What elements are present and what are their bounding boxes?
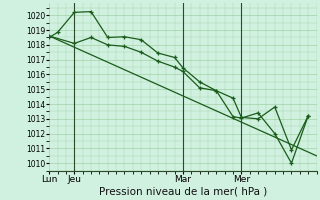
X-axis label: Pression niveau de la mer( hPa ): Pression niveau de la mer( hPa ) (99, 187, 267, 197)
